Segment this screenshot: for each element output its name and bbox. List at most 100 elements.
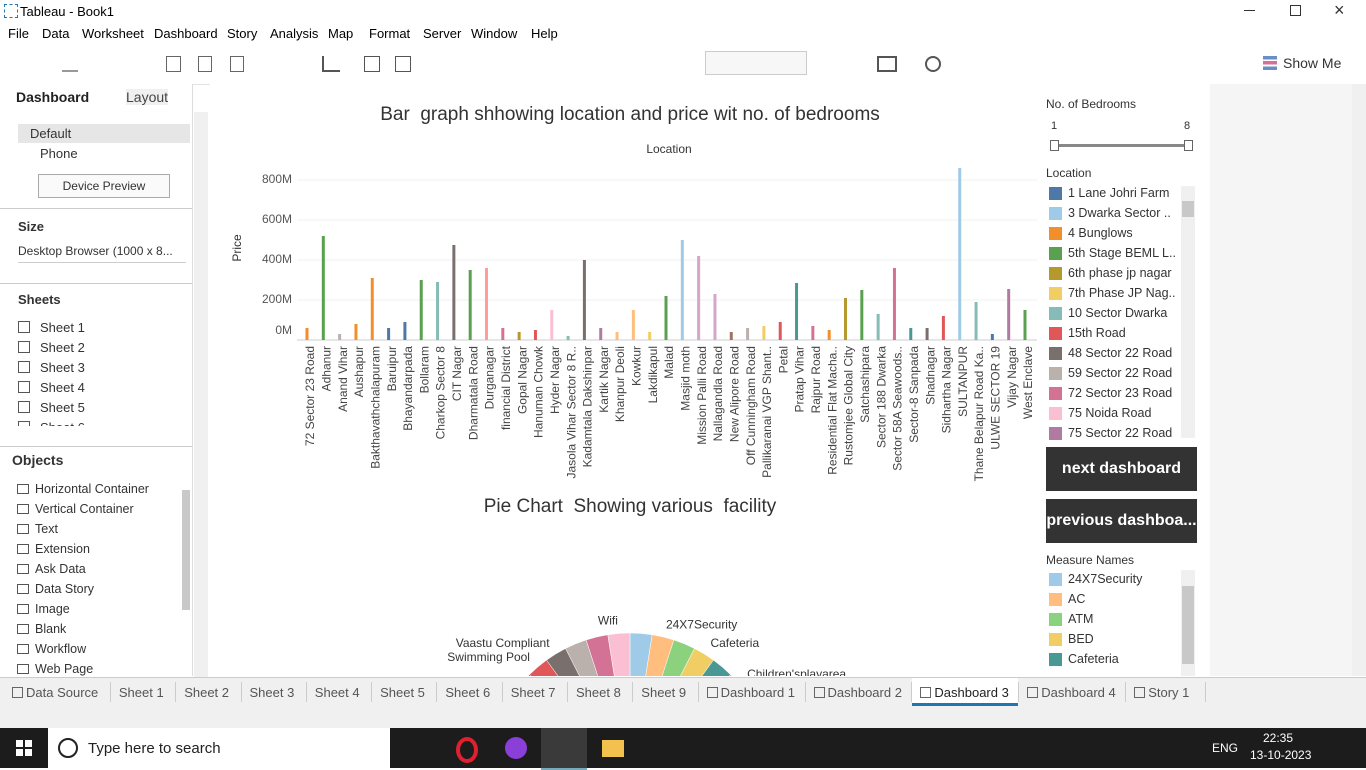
toolbar-button[interactable]: [166, 56, 181, 72]
sheet-item[interactable]: Sheet 3: [18, 360, 85, 375]
legend-label[interactable]: 10 Sector Dwarka: [1068, 306, 1168, 320]
slider-handle[interactable]: [1184, 140, 1193, 151]
restore-button[interactable]: [1290, 5, 1301, 16]
size-dropdown[interactable]: Desktop Browser (1000 x 8...: [18, 244, 186, 263]
tab[interactable]: Story 1: [1148, 685, 1190, 700]
legend-label[interactable]: Cafeteria: [1068, 652, 1119, 666]
tab[interactable]: Sheet 8: [576, 685, 621, 700]
legend-label[interactable]: 7th Phase JP Nag..: [1068, 286, 1176, 300]
toolbar-button[interactable]: [322, 56, 340, 72]
minimize-button[interactable]: [1244, 10, 1255, 11]
legend-label[interactable]: AC: [1068, 592, 1086, 606]
menu-item[interactable]: Window: [471, 26, 518, 41]
legend-label[interactable]: 75 Noida Road: [1068, 406, 1152, 420]
object-item[interactable]: Ask Data: [35, 562, 86, 576]
legend-label[interactable]: 4 Bunglows: [1068, 226, 1133, 240]
toolbar-button[interactable]: [877, 56, 897, 72]
bar: [403, 322, 407, 340]
section-heading: Size: [18, 219, 45, 234]
tab[interactable]: Sheet 2: [184, 685, 230, 700]
bar: [697, 256, 701, 340]
legend-label[interactable]: 72 Sector 23 Road: [1068, 386, 1173, 400]
sheet-item[interactable]: Sheet 6: [18, 420, 85, 426]
toolbar-button[interactable]: [62, 56, 78, 72]
search-box[interactable]: [48, 728, 390, 768]
sheet-item[interactable]: Sheet 5: [18, 400, 85, 415]
dashboard-button[interactable]: next dashboard: [1046, 447, 1197, 491]
toolbar-button[interactable]: [364, 56, 380, 72]
side-tab[interactable]: Layout: [126, 89, 169, 105]
search-placeholder[interactable]: Type here to search: [88, 740, 221, 757]
legend-label[interactable]: 1 Lane Johri Farm: [1068, 186, 1170, 200]
tab[interactable]: Sheet 1: [118, 685, 164, 700]
legend-label[interactable]: 5th Stage BEML L..: [1068, 246, 1176, 260]
menu-item[interactable]: Story: [227, 26, 258, 41]
bar: [746, 328, 750, 340]
object-item[interactable]: Text: [35, 522, 58, 536]
tab[interactable]: Dashboard 4: [1041, 685, 1116, 700]
device-option[interactable]: Phone: [40, 146, 78, 161]
fit-dropdown[interactable]: [705, 51, 807, 75]
menu-item[interactable]: Data: [42, 26, 70, 41]
object-item[interactable]: Extension: [35, 542, 90, 556]
sheet-item[interactable]: Sheet 2: [18, 340, 85, 355]
legend-label[interactable]: 3 Dwarka Sector ..: [1068, 206, 1171, 220]
app-icon-purple[interactable]: [505, 737, 527, 759]
object-item[interactable]: Workflow: [35, 642, 87, 656]
start-button[interactable]: [16, 740, 32, 756]
show-me-icon[interactable]: [1263, 56, 1277, 70]
tab[interactable]: Sheet 3: [249, 685, 295, 700]
close-button[interactable]: ×: [1334, 0, 1345, 20]
opera-icon[interactable]: [456, 737, 478, 763]
sheet-item[interactable]: Sheet 4: [18, 380, 85, 395]
menu-item[interactable]: File: [8, 26, 29, 41]
show-me-button[interactable]: Show Me: [1283, 55, 1342, 71]
object-item[interactable]: Data Story: [35, 582, 95, 596]
legend-label[interactable]: 15th Road: [1068, 326, 1126, 340]
legend-label[interactable]: 6th phase jp nagar: [1068, 266, 1172, 280]
tab[interactable]: Sheet 9: [641, 685, 687, 700]
toolbar-button[interactable]: [230, 56, 244, 72]
explorer-icon[interactable]: [602, 740, 624, 757]
object-item[interactable]: Horizontal Container: [35, 482, 149, 496]
legend-label[interactable]: 75 Sector 22 Road: [1068, 426, 1173, 440]
tab[interactable]: Data Source: [26, 685, 99, 700]
tableau-taskbar-icon[interactable]: [541, 728, 587, 770]
tab[interactable]: Sheet 5: [380, 685, 425, 700]
object-item[interactable]: Vertical Container: [35, 502, 134, 516]
sheet-item[interactable]: Sheet 1: [18, 320, 85, 335]
menu-item[interactable]: Analysis: [270, 26, 319, 41]
toolbar-button[interactable]: [395, 56, 411, 72]
tab[interactable]: Dashboard 1: [720, 685, 796, 700]
x-tick-label: Anand Vihar: [336, 346, 350, 412]
tab[interactable]: Sheet 7: [510, 685, 556, 700]
dashboard-button[interactable]: previous dashboa...: [1046, 499, 1197, 543]
device-preview-button[interactable]: Device Preview: [38, 174, 170, 198]
object-icon: [17, 624, 29, 634]
device-option[interactable]: Default: [30, 126, 72, 141]
menu-item[interactable]: Format: [369, 26, 411, 41]
tab-active[interactable]: Dashboard 3: [934, 685, 1009, 700]
menu-item[interactable]: Help: [531, 26, 558, 41]
object-icon: [17, 664, 29, 674]
divider: [0, 208, 192, 209]
legend-label[interactable]: ATM: [1068, 612, 1094, 626]
toolbar-button[interactable]: [198, 56, 212, 72]
tab[interactable]: Dashboard 2: [827, 685, 902, 700]
legend-label[interactable]: 24X7Security: [1068, 572, 1143, 586]
legend-label[interactable]: 48 Sector 22 Road: [1068, 346, 1173, 360]
menu-item[interactable]: Map: [328, 26, 354, 41]
slider-handle[interactable]: [1050, 140, 1059, 151]
legend-label[interactable]: BED: [1068, 632, 1094, 646]
menu-item[interactable]: Server: [423, 26, 462, 41]
menu-item[interactable]: Worksheet: [82, 26, 144, 41]
object-item[interactable]: Blank: [35, 622, 67, 636]
tab[interactable]: Sheet 4: [314, 685, 360, 700]
share-button[interactable]: [925, 56, 941, 72]
tab[interactable]: Sheet 6: [445, 685, 491, 700]
object-item[interactable]: Web Page: [35, 662, 94, 676]
menu-item[interactable]: Dashboard: [154, 26, 218, 41]
side-tab[interactable]: Dashboard: [16, 89, 90, 105]
object-item[interactable]: Image: [35, 602, 70, 616]
legend-label[interactable]: 59 Sector 22 Road: [1068, 366, 1173, 380]
